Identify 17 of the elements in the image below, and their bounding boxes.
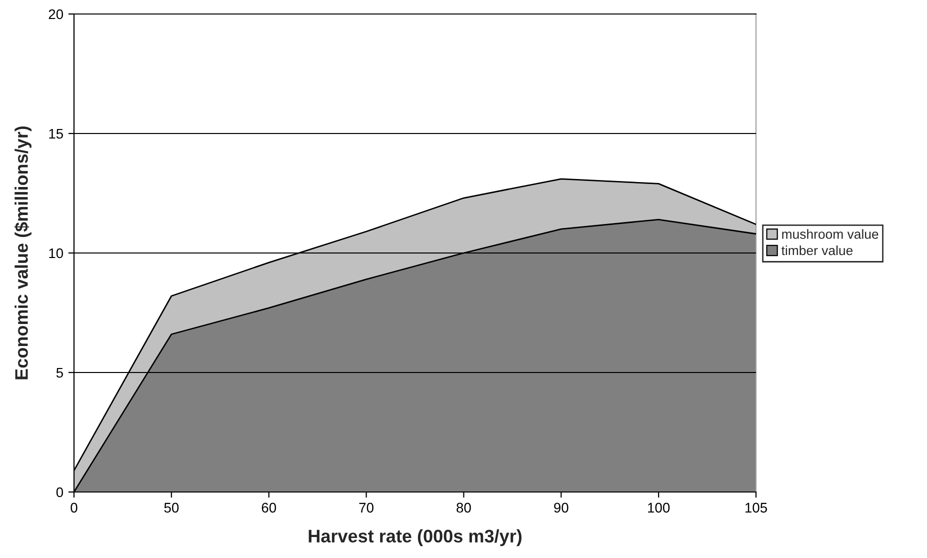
y-tick-label: 5	[56, 368, 63, 378]
x-tick-label: 90	[554, 502, 568, 513]
x-tick-label: 80	[456, 502, 471, 513]
legend-label: mushroom value	[782, 229, 878, 239]
y-tick-label: 10	[49, 248, 64, 258]
x-tick-label: 100	[648, 502, 670, 513]
y-axis-title: Economic value ($millions/yr)	[14, 126, 32, 380]
x-tick-label: 70	[359, 502, 374, 513]
x-tick-label: 60	[262, 502, 276, 513]
x-tick-label: 50	[164, 502, 179, 513]
y-tick-label: 20	[48, 9, 64, 20]
y-tick-label: 0	[56, 487, 64, 498]
x-axis-title: Harvest rate (000s m3/yr)	[308, 529, 522, 546]
y-tick-label: 15	[49, 128, 64, 139]
x-tick-label: 0	[70, 502, 78, 513]
x-tick-label: 105	[745, 502, 768, 513]
legend-label: timber value	[781, 245, 853, 256]
